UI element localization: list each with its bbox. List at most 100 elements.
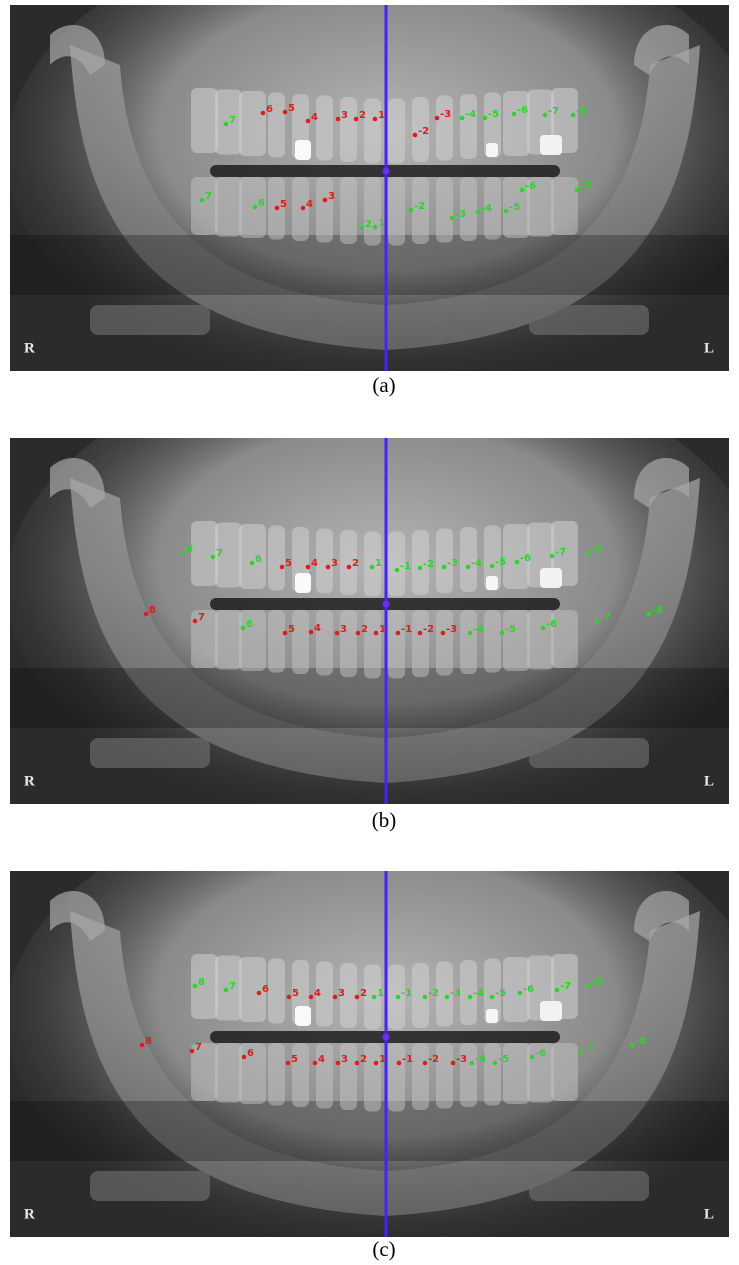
landmark-dot bbox=[493, 1061, 498, 1066]
upper-tooth bbox=[239, 91, 266, 156]
filling bbox=[486, 576, 498, 590]
filling bbox=[540, 135, 562, 155]
landmark-dot bbox=[144, 612, 149, 617]
lower-tooth bbox=[484, 1043, 501, 1106]
lower-tooth bbox=[388, 610, 405, 679]
landmark-label: -5 bbox=[498, 1054, 509, 1065]
landmark-dot bbox=[224, 988, 229, 993]
side-label-right: L bbox=[704, 340, 714, 356]
filling bbox=[540, 1001, 562, 1021]
hyoid-right bbox=[529, 738, 649, 768]
landmark-label: 5 bbox=[288, 624, 295, 635]
landmark-dot bbox=[354, 117, 359, 122]
landmark-dot bbox=[301, 206, 306, 211]
landmark-dot bbox=[309, 630, 314, 635]
xray-panel: RL87654321-1-2-3-4-5-6-7-887654321-1-2-3… bbox=[6, 791, 739, 1251]
hyoid-left bbox=[90, 1171, 210, 1201]
caption: (a) bbox=[372, 373, 395, 397]
landmark-label: 2 bbox=[361, 624, 368, 635]
landmark-dot bbox=[275, 206, 280, 211]
landmark-dot bbox=[370, 565, 375, 570]
landmark-label: 7 bbox=[198, 612, 205, 623]
landmark-label: 1 bbox=[379, 624, 386, 635]
landmark-dot bbox=[647, 612, 652, 617]
landmark-dot bbox=[555, 988, 560, 993]
landmark-label: -8 bbox=[635, 1036, 646, 1047]
landmark-label: 8 bbox=[198, 977, 205, 988]
landmark-label: -1 bbox=[401, 624, 412, 635]
landmark-dot bbox=[323, 198, 328, 203]
lower-tooth bbox=[551, 1043, 578, 1101]
landmark-dot bbox=[355, 1061, 360, 1066]
landmark-label: -8 bbox=[652, 605, 663, 616]
midline-center bbox=[383, 1034, 390, 1041]
filling bbox=[540, 568, 562, 588]
landmark-dot bbox=[374, 1061, 379, 1066]
landmark-label: -1 bbox=[402, 1054, 413, 1065]
landmark-label: 5 bbox=[291, 1054, 298, 1065]
landmark-label: 5 bbox=[288, 103, 295, 114]
landmark-label: -4 bbox=[471, 558, 482, 569]
landmark-label: 6 bbox=[247, 1048, 254, 1059]
landmark-dot bbox=[347, 565, 352, 570]
landmark-dot bbox=[373, 117, 378, 122]
landmark-dot bbox=[309, 995, 314, 1000]
landmark-label: 6 bbox=[266, 104, 273, 115]
landmark-label: -2 bbox=[423, 559, 434, 570]
landmark-dot bbox=[336, 117, 341, 122]
landmark-label: -7 bbox=[555, 547, 566, 558]
landmark-label: 3 bbox=[341, 110, 348, 121]
landmark-label: 1 bbox=[377, 988, 384, 999]
landmark-label: -4 bbox=[475, 1054, 486, 1065]
landmark-label: 1 bbox=[378, 218, 385, 229]
filling bbox=[486, 143, 498, 157]
landmark-label: 6 bbox=[246, 619, 253, 630]
upper-tooth bbox=[436, 96, 453, 161]
landmark-dot bbox=[483, 116, 488, 121]
landmark-label: 1 bbox=[375, 558, 382, 569]
landmark-label: -3 bbox=[455, 209, 466, 220]
landmark-label: 3 bbox=[340, 624, 347, 635]
landmark-label: -2 bbox=[414, 201, 425, 212]
landmark-label: 6 bbox=[255, 554, 262, 565]
lower-tooth bbox=[268, 610, 285, 673]
hyoid-left bbox=[90, 305, 210, 335]
landmark-label: 5 bbox=[285, 558, 292, 569]
landmark-label: 4 bbox=[311, 112, 318, 123]
landmark-dot bbox=[373, 225, 378, 230]
landmark-label: 5 bbox=[280, 199, 287, 210]
lower-tooth bbox=[316, 177, 333, 243]
midline-center bbox=[383, 601, 390, 608]
upper-tooth bbox=[340, 97, 357, 162]
upper-tooth bbox=[268, 93, 285, 158]
landmark-dot bbox=[306, 119, 311, 124]
landmark-label: -6 bbox=[523, 984, 534, 995]
lower-tooth bbox=[460, 610, 477, 674]
landmark-dot bbox=[571, 113, 576, 118]
upper-tooth bbox=[460, 94, 477, 159]
landmark-label: 5 bbox=[292, 988, 299, 999]
lower-tooth bbox=[340, 610, 357, 677]
landmark-dot bbox=[355, 995, 360, 1000]
landmark-dot bbox=[418, 566, 423, 571]
landmark-dot bbox=[418, 631, 423, 636]
landmark-dot bbox=[460, 116, 465, 121]
upper-tooth bbox=[268, 959, 285, 1024]
lower-tooth bbox=[460, 1043, 477, 1107]
landmark-dot bbox=[374, 631, 379, 636]
landmark-dot bbox=[193, 984, 198, 989]
landmark-dot bbox=[468, 995, 473, 1000]
landmark-dot bbox=[211, 555, 216, 560]
lower-tooth bbox=[316, 1043, 333, 1109]
xray-image bbox=[6, 0, 739, 385]
landmark-dot bbox=[372, 995, 377, 1000]
side-label-left: R bbox=[24, 340, 35, 356]
lower-tooth bbox=[503, 610, 530, 671]
landmark-dot bbox=[396, 995, 401, 1000]
landmark-dot bbox=[397, 1061, 402, 1066]
landmark-dot bbox=[200, 198, 205, 203]
landmark-label: -6 bbox=[525, 181, 536, 192]
landmark-dot bbox=[140, 1043, 145, 1048]
landmark-label: 6 bbox=[258, 198, 265, 209]
landmark-dot bbox=[575, 188, 580, 193]
